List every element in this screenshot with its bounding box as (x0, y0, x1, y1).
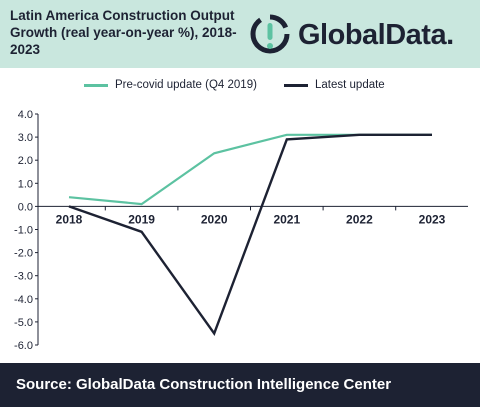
series-group (68, 133, 432, 336)
legend-swatch-latest (284, 83, 308, 87)
y-tick-label: -4.0 (14, 294, 33, 306)
legend-item-pre-covid: Pre-covid update (Q4 2019) (84, 79, 257, 91)
x-tick-label: 2022 (346, 212, 373, 226)
y-tick-label: 2.0 (18, 155, 33, 167)
x-tick-label: 2019 (128, 212, 155, 226)
y-tick-label: -3.0 (14, 271, 33, 283)
y-axis: 4.0 3.0 2.0 1.0 0.0 -1.0 -2.0 -3.0 -4.0 -5.0 -6.0 (14, 109, 39, 352)
logo-text: GlobalData. (298, 19, 454, 51)
x-axis: 2018 2019 2020 2021 2022 2023 (38, 205, 468, 226)
globaldata-logo: GlobalData. (242, 8, 478, 60)
y-tick-label: 0.0 (18, 201, 33, 213)
header: Latin America Construction Output Growth… (0, 0, 480, 68)
y-tick-label: 3.0 (18, 132, 33, 144)
y-tick-label: 1.0 (18, 178, 33, 190)
legend-label-pre-covid: Pre-covid update (Q4 2019) (115, 79, 257, 91)
x-tick-label: 2020 (201, 212, 228, 226)
legend-swatch-pre-covid (84, 83, 108, 87)
y-tick-label: -2.0 (14, 248, 33, 260)
x-tick-label: 2023 (419, 212, 446, 226)
globaldata-logo-icon (250, 14, 290, 54)
series-line-pre-covid (68, 133, 432, 206)
legend: Pre-covid update (Q4 2019) Latest update (0, 73, 480, 99)
source-footer: Source: GlobalData Construction Intellig… (0, 363, 480, 407)
y-tick-label: -6.0 (14, 340, 33, 352)
y-tick-label: -5.0 (14, 317, 33, 329)
series-line-latest (68, 133, 432, 336)
y-tick-label: -1.0 (14, 225, 33, 237)
x-tick-label: 2018 (56, 212, 83, 226)
chart-title: Latin America Construction Output Growth… (10, 8, 237, 57)
legend-item-latest: Latest update (284, 79, 385, 91)
y-tick-label: 4.0 (18, 109, 33, 121)
line-chart: 4.03.02.01.00.0-1.0-2.0-3.0-4.0-5.0-6.0 … (14, 109, 468, 352)
legend-label-latest: Latest update (315, 79, 385, 91)
x-tick-label: 2021 (273, 212, 300, 226)
